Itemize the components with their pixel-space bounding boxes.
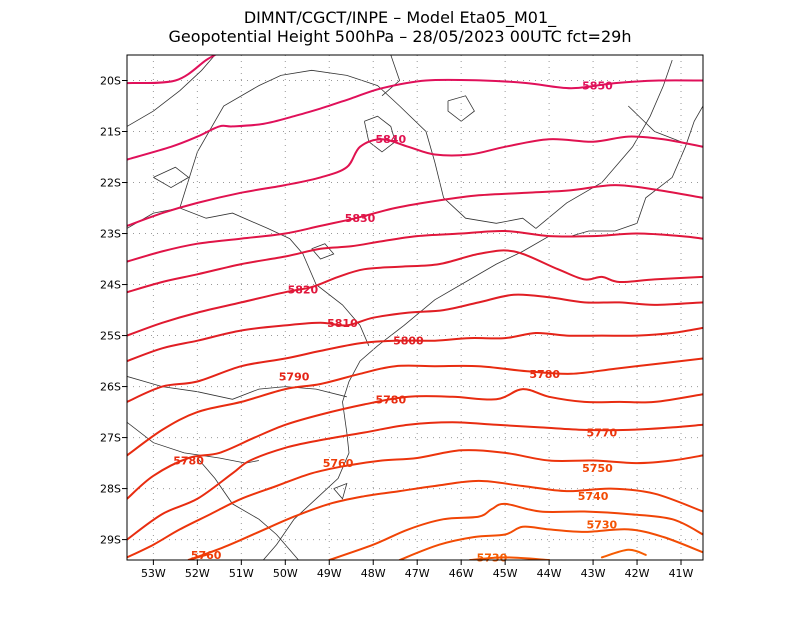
height-contours [127,55,703,560]
lat-tick-label: 27S [100,432,121,445]
contour-label-5750: 5750 [582,462,613,475]
contour-line-5720 [600,548,647,559]
contour-line-5820 [127,229,703,294]
contour-line-5800 [127,293,703,363]
geo-outline [628,105,682,143]
lon-tick-label: 52W [185,567,210,580]
contour-line-5790 [127,326,703,403]
geo-outline [153,166,190,189]
contour-label-5730: 5730 [587,518,618,531]
lat-lon-grid [127,55,703,560]
contour-line-5730 [469,556,551,560]
contour-label-5840: 5840 [376,133,407,146]
lon-tick-label: 53W [141,567,166,580]
contour-line-5770 [127,449,703,559]
geo-outline [262,105,703,560]
lon-tick-label: 46W [449,567,474,580]
lat-tick-label: 22S [100,177,121,190]
contour-label-5850: 5850 [582,80,613,93]
geo-outline [447,95,475,122]
geo-outline [197,457,299,560]
contour-label-5830: 5830 [345,212,376,225]
contour-label-5810: 5810 [327,317,358,330]
lat-tick-label: 24S [100,279,121,292]
contour-label-5780: 5780 [376,393,407,406]
lat-tick-label: 20S [100,75,121,88]
contour-line-5780 [127,388,703,500]
contour-line-5850 [127,78,703,161]
contour-line-5760 [187,479,703,560]
lon-tick-label: 51W [229,567,254,580]
contour-line-5830 [127,184,703,263]
contour-label-5760: 5760 [323,457,354,470]
lat-tick-label: 29S [100,534,121,547]
longitude-axis: 53W 52W 51W 50W 49W 48W 47W 46W 45W 44W 43W 42W 41W [141,560,694,580]
geo-outline [381,55,401,97]
lon-tick-label: 49W [317,567,342,580]
lon-tick-label: 45W [493,567,518,580]
lat-tick-label: 23S [100,228,121,241]
contour-label-5770: 5770 [587,426,618,439]
lon-tick-label: 48W [361,567,386,580]
contour-label-5820: 5820 [288,284,319,297]
coastline-borders [127,55,703,560]
contour-line-5740 [398,525,703,560]
contour-line-5750 [328,502,703,560]
contour-line-5810 [127,249,703,337]
lon-tick-label: 43W [581,567,606,580]
contour-line-5850 [127,55,216,85]
geo-outline [333,482,348,500]
contour-label-5790: 5790 [279,370,310,383]
map-frame [126,54,704,561]
geo-outline [179,69,537,229]
latitude-axis: 20S 21S 22S 23S 24S 25S 26S 27S 28S 29S [100,75,127,547]
contour-line-5780 [127,357,703,457]
contour-labels: 5850 5840 5830 5820 5810 5800 5790 5780 5780 5780… [173,80,617,565]
geo-outline [127,55,216,127]
contour-line-5780 [127,421,703,541]
lon-tick-label: 41W [669,567,694,580]
lat-tick-label: 26S [100,381,121,394]
lon-tick-label: 50W [273,567,298,580]
contour-label-5800: 5800 [393,335,424,348]
lat-tick-label: 25S [100,330,121,343]
geo-outline [127,376,347,400]
contour-label-5780: 5780 [173,455,204,468]
geo-outline [535,59,673,229]
contour-label-5720: 5730 [477,551,508,564]
contour-label-5780: 5780 [529,368,560,381]
lon-tick-label: 47W [405,567,430,580]
lat-tick-label: 21S [100,126,121,139]
title-line-1: DIMNT/CGCT/INPE – Model Eta05_M01_ [244,8,557,28]
geo-outline [311,243,335,260]
contour-line-5840 [127,135,703,227]
contour-label-5760: 5760 [191,549,222,562]
contour-label-5740: 5740 [578,490,609,503]
lon-tick-label: 42W [625,567,650,580]
title-line-2: Geopotential Height 500hPa – 28/05/2023 … [169,27,632,46]
lat-tick-label: 28S [100,483,121,496]
lon-tick-label: 44W [537,567,562,580]
